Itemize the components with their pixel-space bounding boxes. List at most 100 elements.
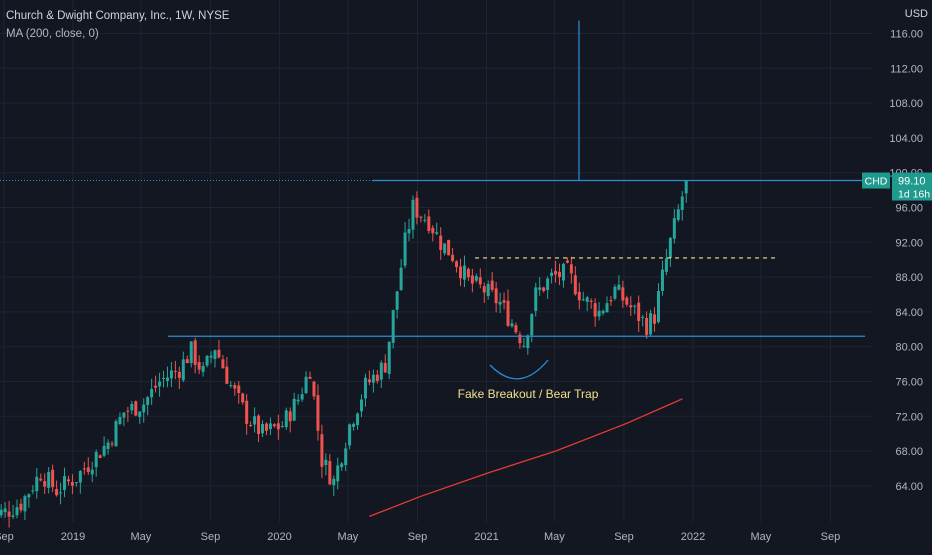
candle-body (78, 471, 82, 483)
candle-body (387, 341, 391, 374)
candle-body (336, 465, 340, 482)
candle-body (213, 350, 217, 360)
candle-body (407, 229, 411, 234)
candle-body (0, 509, 3, 516)
candle-body (371, 374, 375, 383)
x-tick-label: Sep (614, 531, 634, 543)
candle-body (134, 401, 138, 416)
currency-label: USD (904, 8, 928, 20)
candle-body (609, 300, 613, 302)
candle-body (51, 469, 55, 488)
candle-body (435, 232, 439, 234)
y-tick-label: 80.00 (895, 342, 923, 354)
candle-body (538, 287, 542, 290)
candle-body (189, 341, 193, 364)
candle-body (546, 278, 550, 290)
candle-body (660, 269, 664, 291)
candle-body (455, 261, 459, 268)
candle-body (106, 442, 110, 450)
candle-body (332, 478, 336, 486)
candle-body (253, 416, 257, 425)
candle-body (118, 416, 122, 424)
candle-body (427, 216, 431, 231)
x-tick-label: 2019 (61, 531, 85, 543)
candle-body (284, 410, 288, 428)
candle-body (645, 317, 649, 335)
y-tick-label: 72.00 (895, 411, 923, 423)
y-tick-label: 68.00 (895, 446, 923, 458)
candle-body (597, 310, 601, 317)
candle-body (229, 385, 233, 387)
candle-body (308, 376, 312, 379)
candle-body (126, 410, 130, 412)
candle-body (621, 287, 625, 301)
candle-body (59, 492, 63, 494)
candle-body (352, 423, 356, 427)
candle-body (363, 377, 367, 399)
candle-body (241, 393, 245, 403)
candle-body (233, 385, 237, 389)
candle-body (3, 508, 7, 513)
candle-body (43, 481, 47, 487)
candle-body (94, 452, 98, 468)
candle-body (47, 472, 51, 488)
x-tick-label: May (130, 531, 151, 543)
candle-body (419, 216, 423, 218)
candle-body (138, 411, 142, 417)
candle-body (415, 197, 419, 218)
candle-body (431, 227, 435, 234)
candle-body (63, 476, 67, 490)
candle-body (613, 286, 617, 299)
candle-body (399, 267, 403, 290)
candle-body (150, 388, 154, 398)
candle-body (542, 287, 546, 292)
candle-body (403, 232, 407, 266)
x-tick-label: 2020 (267, 531, 291, 543)
price-tag-box (892, 172, 932, 201)
candle-body (554, 270, 558, 275)
candle-body (451, 254, 455, 262)
candle-body (629, 305, 633, 308)
candle-body (498, 301, 502, 305)
y-tick-label: 88.00 (895, 272, 923, 284)
chart-title: Church & Dwight Company, Inc., 1W, NYSE (6, 10, 230, 22)
candle-body (637, 302, 641, 321)
candle-body (225, 366, 229, 384)
y-tick-label: 92.00 (895, 237, 923, 249)
candle-body (672, 218, 676, 239)
candle-body (577, 291, 581, 301)
candle-body (510, 323, 514, 327)
price-tag-symbol-box (862, 172, 890, 189)
candle-body (205, 355, 209, 366)
candle-body (102, 445, 106, 456)
candle-body (443, 243, 447, 254)
candle-body (641, 316, 645, 318)
candle-body (261, 424, 265, 434)
candle-body (462, 265, 466, 280)
candle-body (197, 362, 201, 370)
candle-body (459, 266, 462, 279)
candle-body (268, 423, 272, 430)
candle-body (585, 297, 589, 302)
candle-body (601, 310, 605, 314)
candle-body (201, 365, 205, 372)
candle-body (280, 426, 284, 428)
candle-body (680, 196, 684, 210)
candle-body (466, 268, 470, 278)
candle-body (328, 461, 332, 485)
candle-body (90, 469, 94, 475)
candle-body (486, 284, 490, 296)
candle-body (617, 284, 621, 290)
candle-body (526, 335, 530, 349)
candle-body (165, 377, 169, 381)
candle-body (7, 511, 11, 517)
y-tick-label: 112.00 (890, 63, 923, 75)
candle-body (573, 275, 577, 295)
candle-body (15, 507, 19, 516)
candle-body (82, 468, 86, 470)
candle-body (237, 385, 241, 393)
candle-body (593, 303, 597, 317)
candle-body (356, 413, 360, 426)
candle-body (344, 448, 348, 466)
